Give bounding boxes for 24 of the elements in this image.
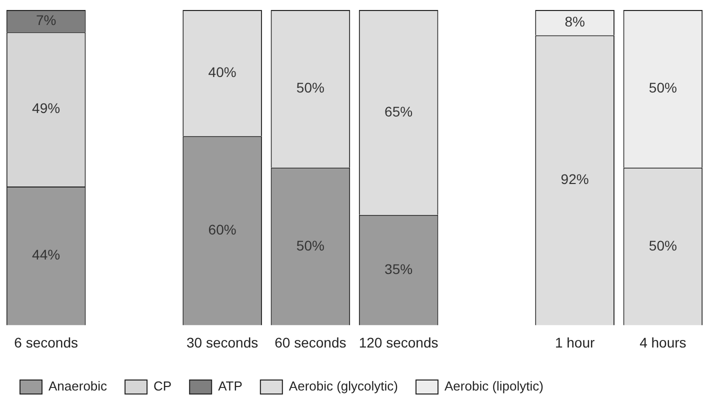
data-label: 35% bbox=[384, 260, 413, 277]
legend-label: CP bbox=[154, 378, 172, 394]
x-tick-label: 6 seconds bbox=[14, 334, 78, 350]
x-tick-label: 30 seconds bbox=[186, 334, 258, 350]
legend-label: Anaerobic bbox=[48, 378, 108, 394]
x-tick-label: 4 hours bbox=[640, 334, 686, 350]
data-label: 92% bbox=[560, 171, 589, 188]
x-tick-label: 120 seconds bbox=[358, 334, 438, 350]
legend-label: Aerobic (lipolytic) bbox=[444, 378, 544, 394]
x-tick-label: 1 hour bbox=[554, 334, 595, 350]
data-label: 40% bbox=[208, 64, 236, 80]
legend-label: ATP bbox=[218, 378, 242, 394]
data-label: 50% bbox=[648, 80, 677, 96]
data-label: 49% bbox=[32, 100, 60, 116]
x-tick-label: 60 seconds bbox=[274, 334, 346, 350]
data-label: 44% bbox=[32, 246, 60, 263]
legend-label: Aerobic (glycolytic) bbox=[288, 378, 398, 394]
data-label: 60% bbox=[208, 222, 236, 238]
data-label: 50% bbox=[648, 237, 677, 254]
data-label: 65% bbox=[384, 103, 413, 120]
data-label: 7% bbox=[36, 12, 56, 28]
data-label: 50% bbox=[296, 80, 324, 96]
data-label: 50% bbox=[296, 237, 324, 254]
data-label: 8% bbox=[564, 13, 585, 30]
